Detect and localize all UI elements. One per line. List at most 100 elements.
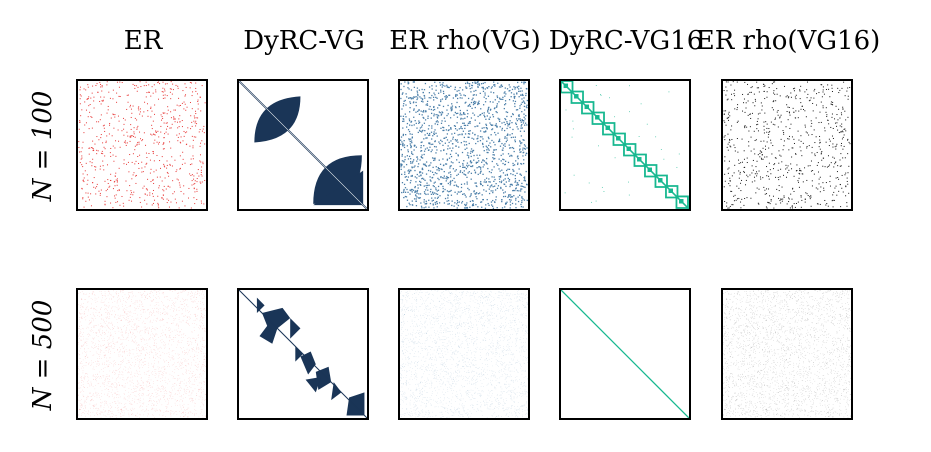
spy-point [107,394,108,396]
spy-point [490,134,492,136]
spy-point [445,163,448,165]
spy-point [155,91,157,93]
spy-point [177,140,179,142]
spy-point [638,135,640,137]
spy-point [401,153,403,156]
spy-point [142,392,144,394]
spy-point [842,148,844,150]
spy-point [843,81,845,83]
spy-point [825,88,827,91]
spy-point [113,160,115,162]
spy-point [844,95,846,97]
spy-point [109,185,111,187]
spy-point [750,136,752,138]
spy-point [420,174,422,177]
spy-point [139,300,141,302]
spy-point [521,81,523,83]
spy-point [144,354,146,356]
spy-point [448,124,450,127]
spy-point [90,400,91,402]
spy-point [190,298,192,300]
spy-point [129,321,131,322]
spy-point [127,299,128,300]
spy-point [492,151,494,153]
spy-point [517,115,520,117]
spy-point [198,382,200,384]
spy-point [96,403,97,405]
spy-point [515,207,517,209]
spy-point [420,146,422,149]
spy-point [400,136,403,138]
spy-point [139,367,140,369]
spy-point [449,147,451,149]
spy-point [517,81,519,84]
spy-point [819,141,821,143]
spy-point [770,121,772,123]
spy-point [121,334,123,335]
spy-point [801,105,803,108]
spy-point [100,405,101,407]
spy-point [151,387,153,388]
spy-point [409,102,412,105]
spy-point [108,339,110,340]
spy-point [190,387,192,388]
spy-point [204,328,205,329]
spy-point [156,318,157,319]
spy-point [512,173,514,176]
spy-point [190,314,191,315]
spy-point [98,329,100,331]
spy-point [156,342,157,344]
spy-point [193,320,195,321]
spy-point [180,347,181,348]
spy-point [504,143,506,145]
spy-point [487,108,489,111]
spy-point [469,121,471,123]
spy-point [173,413,174,415]
spy-point [452,162,454,164]
spy-point [439,81,441,84]
spy-point [831,103,833,105]
spy-point [118,293,119,294]
spy-point [435,188,437,191]
spy-point [185,299,187,300]
spy-point [801,173,803,175]
spy-point [153,312,155,313]
spy-point [405,133,407,136]
spy-point [108,290,109,292]
spy-point [160,410,161,411]
spy-point [172,339,174,340]
spy-point [79,86,81,88]
spy-point [202,417,204,418]
spy-point [166,406,168,407]
spy-point [741,198,743,200]
spy-point [482,184,484,187]
spy-point [835,105,837,107]
spy-point [119,95,121,98]
spy-point [727,133,729,135]
spy-point [504,206,506,208]
spy-point [463,124,466,126]
spy-point [476,167,478,169]
spy-point [189,373,191,374]
spy-point [505,160,507,162]
spy-point [832,101,834,103]
spy-point [474,134,476,136]
spy-point [94,169,96,171]
spy-point [108,186,110,188]
spy-point [520,135,523,137]
spy-point [520,163,523,165]
spy-point [806,179,808,181]
spy-point [452,97,455,99]
spy-point [79,162,81,164]
spy-point [115,370,117,372]
spy-point [786,167,788,169]
spy-point [425,104,427,106]
spy-point [148,332,149,334]
spy-point [736,198,738,200]
spy-point [157,143,160,145]
spy-point [808,100,810,102]
spy-point [521,93,524,96]
spy-point [152,308,153,309]
spy-point [91,307,92,309]
spy-point [178,389,179,391]
